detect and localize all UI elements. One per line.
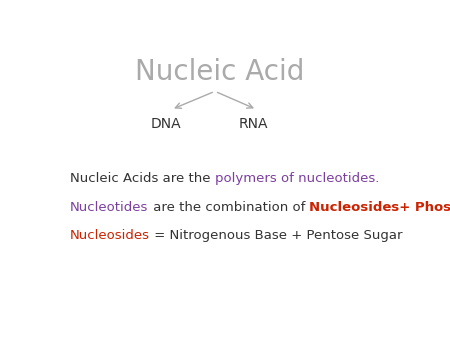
Text: Nucleic Acid: Nucleic Acid (135, 58, 305, 86)
Text: RNA: RNA (238, 117, 268, 131)
Text: Nucleosides+ Phosphate: Nucleosides+ Phosphate (309, 201, 450, 214)
Text: Nucleic Acids are the: Nucleic Acids are the (70, 172, 215, 185)
Text: are the combination of: are the combination of (148, 201, 309, 214)
Text: Nucleosides: Nucleosides (70, 229, 150, 242)
Text: Nucleotides: Nucleotides (70, 201, 148, 214)
Text: DNA: DNA (151, 117, 181, 131)
Text: polymers of nucleotides.: polymers of nucleotides. (215, 172, 379, 185)
Text: = Nitrogenous Base + Pentose Sugar: = Nitrogenous Base + Pentose Sugar (150, 229, 403, 242)
